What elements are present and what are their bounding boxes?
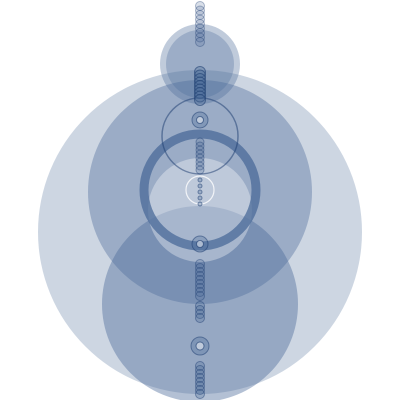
bead-42 — [195, 301, 205, 311]
bead-52 — [195, 381, 205, 391]
bead-7 — [195, 32, 205, 43]
bead-23 — [195, 153, 205, 163]
bead-30 — [197, 195, 203, 201]
bead-core-1 — [196, 240, 204, 248]
top-circle-outer — [160, 24, 240, 104]
bead-47 — [195, 361, 205, 371]
bead-6 — [195, 28, 205, 38]
bead-39 — [195, 283, 205, 293]
bead-34 — [195, 263, 205, 273]
bead-40 — [195, 287, 205, 297]
bead-1 — [195, 5, 205, 16]
bead-50 — [195, 373, 205, 383]
bead-44 — [195, 309, 205, 319]
bead-21 — [195, 145, 205, 155]
bead-20 — [195, 141, 205, 151]
bead-45 — [195, 313, 205, 323]
bead-16 — [194, 90, 206, 103]
bead-8 — [195, 37, 205, 47]
bead-54 — [195, 389, 205, 399]
bead-49 — [195, 369, 205, 379]
bead-29 — [197, 189, 203, 195]
big-circle-outer — [38, 70, 362, 394]
bead-2 — [195, 10, 205, 20]
vertical-bead-column — [190, 1, 210, 399]
bead-48 — [195, 365, 205, 375]
bead-19 — [195, 137, 205, 147]
bead-41 — [195, 291, 205, 301]
bead-43 — [195, 305, 205, 315]
bead-25 — [195, 161, 205, 171]
top-circle-inner — [166, 30, 234, 98]
bead-core-2 — [195, 341, 205, 351]
bead-28 — [197, 183, 203, 189]
bead-3 — [195, 14, 205, 25]
bead-53 — [195, 385, 205, 395]
bead-36 — [195, 271, 205, 281]
bead-38 — [195, 279, 205, 289]
bead-31 — [197, 201, 203, 207]
bead-51 — [195, 377, 205, 387]
bead-17 — [194, 94, 206, 106]
center-white-ring — [185, 175, 215, 205]
bead-24 — [195, 157, 205, 167]
bead-22 — [195, 149, 205, 159]
big-circle-upper — [88, 80, 312, 304]
bead-0 — [195, 1, 205, 11]
bead-33 — [195, 259, 205, 269]
bead-5 — [195, 23, 205, 34]
bead-37 — [195, 275, 205, 285]
bead-35 — [195, 267, 205, 277]
bead-core-0 — [196, 116, 204, 124]
large-circle-group — [38, 24, 362, 400]
bead-26 — [195, 165, 205, 175]
bead-27 — [197, 177, 203, 183]
big-circle-lower — [102, 206, 298, 400]
bead-4 — [195, 19, 205, 29]
